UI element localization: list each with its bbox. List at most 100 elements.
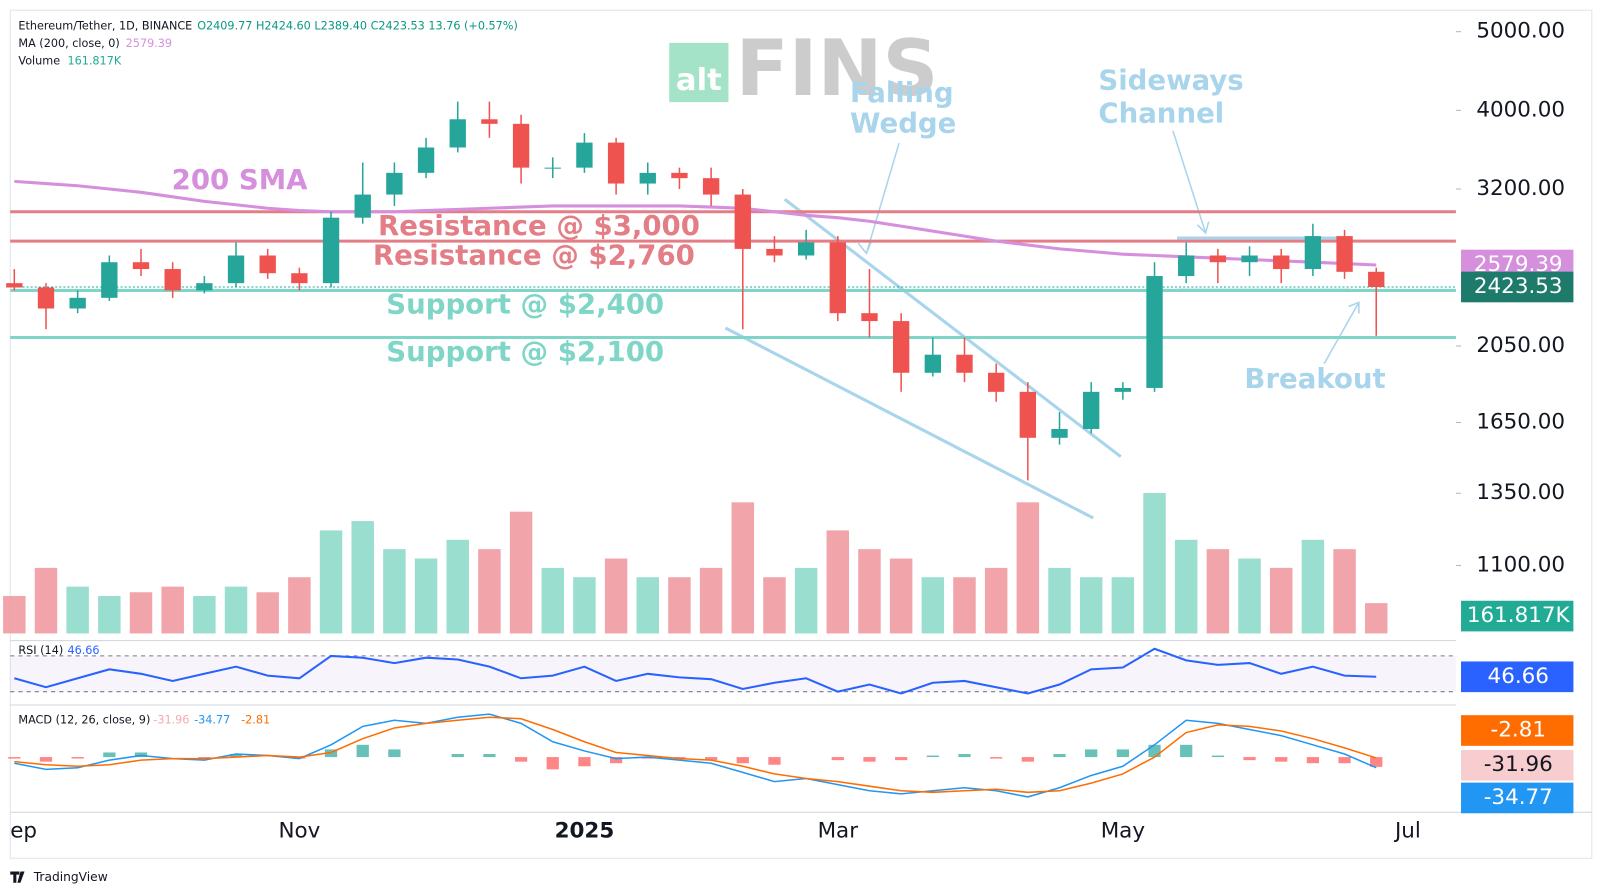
volume-bar xyxy=(636,577,660,634)
ma-legend-value: 2579.39 xyxy=(126,37,172,50)
x-tick-label: Nov xyxy=(278,819,320,844)
x-tick-label: ep xyxy=(10,819,37,844)
candle-body xyxy=(1336,236,1353,272)
volume-bar xyxy=(414,558,438,634)
macd-histogram-bar xyxy=(736,757,749,764)
volume-bar xyxy=(1143,492,1166,634)
macd-histogram-bar xyxy=(704,757,718,761)
price-tag-label: 2423.53 xyxy=(1474,274,1563,299)
rsi-tag xyxy=(1461,661,1574,693)
volume-bar xyxy=(1048,567,1071,634)
volume-bar xyxy=(1206,549,1230,634)
volume-bar xyxy=(319,530,343,634)
volume-bar xyxy=(1016,502,1040,634)
macd-histogram-bar xyxy=(1180,744,1193,758)
candle-body xyxy=(1019,391,1037,438)
rsi-legend-value: 46.66 xyxy=(67,644,99,657)
macd-histogram-bar xyxy=(1021,757,1034,762)
macd-histogram-bar xyxy=(8,757,21,759)
candle-body xyxy=(1051,428,1068,438)
candle-body xyxy=(607,142,625,184)
candle-body xyxy=(1114,387,1132,392)
volume-bar xyxy=(193,595,216,634)
candle-body xyxy=(132,262,150,270)
macd-histogram-bar xyxy=(546,757,559,770)
macd-histogram-bar xyxy=(895,757,908,761)
volume-bar xyxy=(953,577,976,634)
volume-bar xyxy=(478,549,501,634)
volume-bar xyxy=(256,592,279,634)
footer: TradingView xyxy=(33,870,108,884)
tv-logo xyxy=(10,871,25,883)
arrow xyxy=(1323,301,1360,365)
volume-bar xyxy=(224,586,248,634)
candle-body xyxy=(1083,391,1100,429)
candle-body xyxy=(671,172,688,179)
candle-body xyxy=(924,354,941,373)
level-label: Support @ $2,400 xyxy=(386,288,664,321)
macd-legend-value: -2.81 xyxy=(241,713,270,726)
volume-bar xyxy=(129,592,153,634)
macd-histogram-bar xyxy=(1243,757,1256,761)
macd-histogram-bar xyxy=(388,749,401,758)
channel-annotation: Channel xyxy=(1098,96,1224,129)
candle-body xyxy=(956,354,973,373)
volume-bar xyxy=(446,539,469,634)
macd-histogram-bar xyxy=(863,757,876,762)
macd-histogram-bar xyxy=(768,757,781,765)
volume-bar xyxy=(1333,549,1356,634)
macd-histogram-bar xyxy=(39,757,53,762)
x-tick-label: Mar xyxy=(818,819,859,844)
macd-histogram-bar xyxy=(1275,757,1288,762)
macd-legend-value: -34.77 xyxy=(194,713,230,726)
signal-tag xyxy=(1461,715,1574,746)
wedge-line xyxy=(724,326,1094,520)
volume-bar xyxy=(288,577,311,634)
volume-tag-label: 161.817K xyxy=(1467,603,1571,628)
macd-histogram-bar xyxy=(1211,755,1225,758)
frame xyxy=(9,9,1593,859)
volume-bar xyxy=(889,558,913,634)
candle-body xyxy=(354,194,371,218)
macd-histogram-bar xyxy=(990,757,1003,759)
volume-bar xyxy=(763,577,786,634)
candle-body xyxy=(69,297,86,309)
arrow xyxy=(1172,130,1210,235)
volume-bar xyxy=(984,567,1008,634)
volume-bar xyxy=(1079,577,1103,634)
macd-histogram-bar xyxy=(926,755,939,758)
candle-body xyxy=(417,147,435,173)
candle-body xyxy=(1273,255,1290,270)
volume-legend: Volume xyxy=(18,54,60,67)
logo-box xyxy=(669,42,729,103)
candle-body xyxy=(797,242,815,256)
candle-body xyxy=(259,255,276,274)
macd-line xyxy=(14,713,1377,798)
volume-bar xyxy=(1111,577,1135,634)
candle-body xyxy=(576,142,593,168)
x-tick-label: 2025 xyxy=(555,819,615,844)
volume-bar xyxy=(541,567,564,634)
candle-body xyxy=(37,287,55,309)
volume-bar xyxy=(858,549,881,634)
candle-body xyxy=(322,217,340,284)
signal-line xyxy=(14,716,1377,794)
macd-histogram-bar xyxy=(229,754,243,758)
candle-body xyxy=(544,167,561,169)
candle-body xyxy=(892,321,910,373)
quote: O2409.77 H2424.60 L2389.40 C2423.53 13.7… xyxy=(197,20,518,33)
y-tick-label: 5000.00 xyxy=(1476,19,1565,44)
breakout-annotation: Breakout xyxy=(1244,362,1385,395)
macd-histogram-bar xyxy=(1306,757,1320,764)
candle-body xyxy=(449,119,466,148)
ma-legend: MA (200, close, 0) xyxy=(18,37,119,50)
volume-bar xyxy=(1364,603,1388,634)
rsi-tag-label: 46.66 xyxy=(1488,664,1549,689)
macd-histogram-bar xyxy=(514,757,528,762)
candle-body xyxy=(1146,276,1163,388)
rsi-legend: RSI (14) xyxy=(18,644,63,657)
channel-annotation: Sideways xyxy=(1098,64,1243,97)
macd-histogram-bar xyxy=(1370,757,1383,767)
volume-bar xyxy=(383,549,406,634)
